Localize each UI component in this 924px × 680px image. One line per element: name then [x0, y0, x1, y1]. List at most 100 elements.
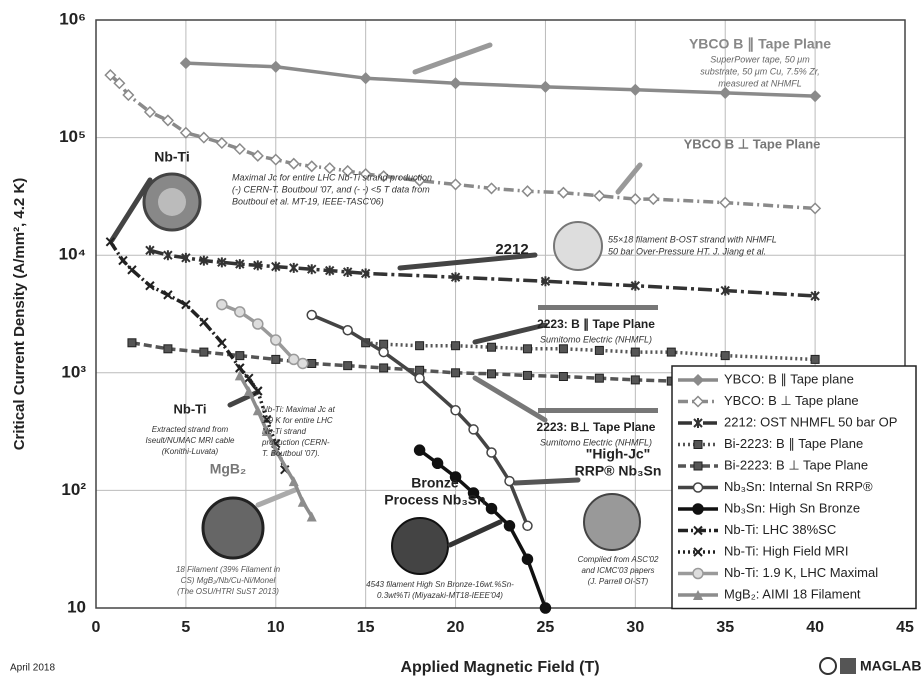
- marker: [559, 345, 567, 353]
- marker: [452, 342, 460, 350]
- annotation: Bronze: [411, 475, 459, 491]
- x-axis-label: Applied Magnetic Field (T): [400, 659, 599, 676]
- strand-icon: [392, 518, 448, 574]
- annotation: (The OSU/HTRI SuST 2013): [177, 587, 279, 596]
- legend-marker: [693, 569, 703, 579]
- annotation: RRP® Nb₃Sn: [575, 463, 662, 479]
- marker: [164, 345, 172, 353]
- annotation: 2223: B ∥ Tape Plane: [537, 317, 655, 331]
- y-axis-label: Critical Current Density (A/mm², 4.2 K): [11, 178, 28, 451]
- marker: [721, 352, 729, 360]
- marker: [236, 352, 244, 360]
- legend-marker: [694, 483, 703, 492]
- legend-label: Bi-2223: B ∥ Tape Plane: [724, 436, 863, 451]
- logo-icon: [840, 658, 856, 674]
- x-tick-label: 40: [806, 619, 824, 636]
- x-tick-label: 20: [447, 619, 465, 636]
- strand-icon: [584, 494, 640, 550]
- annotation: MgB₂: [210, 461, 247, 477]
- legend-label: MgB₂: AIMI 18 Filament: [724, 586, 861, 601]
- annotation: 50 bar Over-Pressure HT. J. Jiang et al.: [608, 246, 766, 256]
- annotation: (J. Parrell OI-ST): [588, 577, 649, 586]
- annotation: Iseult/NUMAC MRI cable: [146, 436, 235, 445]
- marker: [505, 477, 514, 486]
- annotation: CS) MgB₂/Nb/Cu-Ni/Monel: [181, 576, 276, 585]
- marker: [811, 355, 819, 363]
- legend-marker: [694, 462, 702, 470]
- marker: [344, 362, 352, 370]
- legend: YBCO: B ∥ Tape plane YBCO: B ⊥ Tape plane…: [672, 366, 916, 609]
- annotation: Nb-Ti: [154, 149, 190, 165]
- legend-label: Nb-Ti: 1.9 K, LHC Maximal: [724, 565, 878, 580]
- marker: [487, 448, 496, 457]
- x-tick-label: 35: [716, 619, 734, 636]
- annotation: substrate, 50 μm Cu, 7.5% Zr,: [700, 66, 819, 76]
- annotation: Sumitomo Electric (NHMFL): [540, 334, 652, 344]
- marker: [488, 370, 496, 378]
- marker: [595, 374, 603, 382]
- annotation: production (CERN-: [261, 438, 330, 447]
- annotation: Boutboul et al. MT-19, IEEE-TASC'06): [232, 196, 384, 206]
- annotation: (-) CERN-T. Boutboul '07, and (- -) <5 T…: [232, 184, 430, 194]
- y-tick-label: 10⁶: [59, 9, 86, 28]
- x-tick-label: 0: [92, 619, 101, 636]
- y-tick-label: 10⁴: [59, 245, 86, 264]
- legend-label: YBCO: B ⊥ Tape plane: [724, 393, 859, 408]
- annotation: measured at NHMFL: [718, 78, 802, 88]
- marker: [523, 345, 531, 353]
- marker: [504, 521, 514, 531]
- marker: [540, 603, 550, 613]
- legend-label: Nb₃Sn: Internal Sn RRP®: [724, 479, 873, 494]
- footer-date: April 2018: [10, 663, 55, 674]
- y-tick-label: 10²: [61, 480, 86, 499]
- legend-label: Nb₃Sn: High Sn Bronze: [724, 500, 860, 515]
- marker: [559, 373, 567, 381]
- annotation: T. Boutboul '07).: [262, 449, 320, 458]
- annotation: Maximal Jc for entire LHC Nb-Ti strand p…: [232, 172, 432, 182]
- marker: [235, 307, 245, 317]
- marker: [522, 554, 532, 564]
- marker: [667, 348, 675, 356]
- marker: [415, 374, 424, 383]
- annotation: 0.3wt%Ti (Miyazaki-MT18-IEEE'04): [377, 591, 503, 600]
- marker: [217, 300, 227, 310]
- marker: [128, 339, 136, 347]
- strand-icon: [203, 498, 263, 558]
- tape-icon: [538, 408, 658, 413]
- x-tick-label: 30: [626, 619, 644, 636]
- strand-icon: [554, 222, 602, 270]
- annotation: 1.9 K for entire LHC: [262, 416, 333, 425]
- legend-label: Bi-2223: B ⊥ Tape Plane: [724, 457, 868, 472]
- marker: [415, 445, 425, 455]
- annotation: Nb-Ti strand: [262, 427, 306, 436]
- y-tick-label: 10⁵: [59, 127, 86, 146]
- marker: [200, 348, 208, 356]
- legend-label: YBCO: B ∥ Tape plane: [724, 371, 854, 386]
- marker: [487, 504, 497, 514]
- marker: [595, 346, 603, 354]
- marker: [416, 342, 424, 350]
- tape-icon: [538, 305, 658, 310]
- legend-label: 2212: OST NHMFL 50 bar OP: [724, 414, 897, 429]
- y-tick-label: 10: [67, 597, 86, 616]
- annotation: 55×18 filament B-OST strand with NHMFL: [608, 234, 777, 244]
- annotation: 2212: [495, 241, 528, 258]
- marker: [452, 369, 460, 377]
- annotation: Extracted strand from: [152, 425, 229, 434]
- marker: [379, 348, 388, 357]
- x-tick-label: 10: [267, 619, 285, 636]
- annotation: 18 Filament (39% Filament in: [176, 565, 281, 574]
- marker: [523, 371, 531, 379]
- marker: [451, 406, 460, 415]
- annotation: "High-Jc": [586, 446, 651, 462]
- marker: [380, 364, 388, 372]
- annotation: Process Nb₃Sn: [384, 492, 485, 508]
- annotation: Compiled from ASC'02: [578, 555, 659, 564]
- legend-marker: [694, 441, 702, 449]
- marker: [469, 425, 478, 434]
- marker: [488, 343, 496, 351]
- arrow: [515, 480, 578, 483]
- chart: Applied Magnetic Field (T) Critical Curr…: [0, 0, 924, 680]
- marker: [253, 319, 263, 329]
- annotation: 4543 filament High Sn Bronze-16wt.%Sn-: [366, 580, 514, 589]
